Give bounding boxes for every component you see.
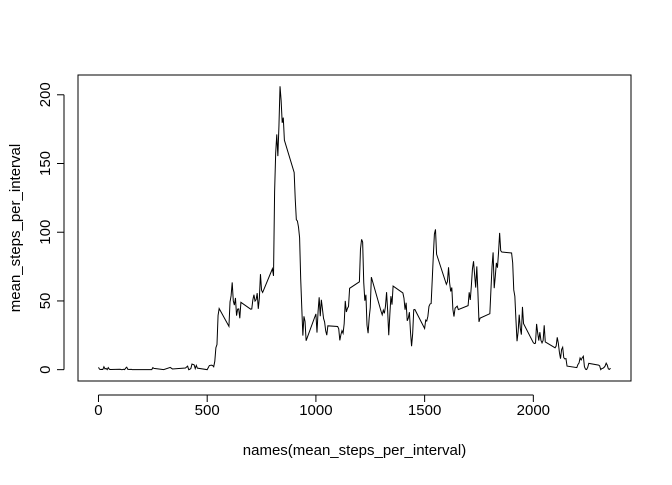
y-tick-label: 150 — [37, 151, 54, 176]
x-tick-label: 1000 — [299, 402, 332, 419]
plot-frame — [77, 74, 632, 382]
y-tick-label: 100 — [37, 220, 54, 245]
x-tick-label: 0 — [94, 402, 102, 419]
x-axis-title: names(mean_steps_per_interval) — [243, 442, 466, 459]
y-tick-label: 200 — [37, 82, 54, 107]
x-tick-label: 1500 — [408, 402, 441, 419]
x-tick-label: 500 — [195, 402, 220, 419]
y-tick-label: 50 — [37, 293, 54, 310]
x-tick-label: 2000 — [517, 402, 550, 419]
y-axis-title: mean_steps_per_interval — [7, 144, 24, 312]
y-tick-label: 0 — [37, 365, 54, 373]
data-line — [98, 86, 611, 371]
